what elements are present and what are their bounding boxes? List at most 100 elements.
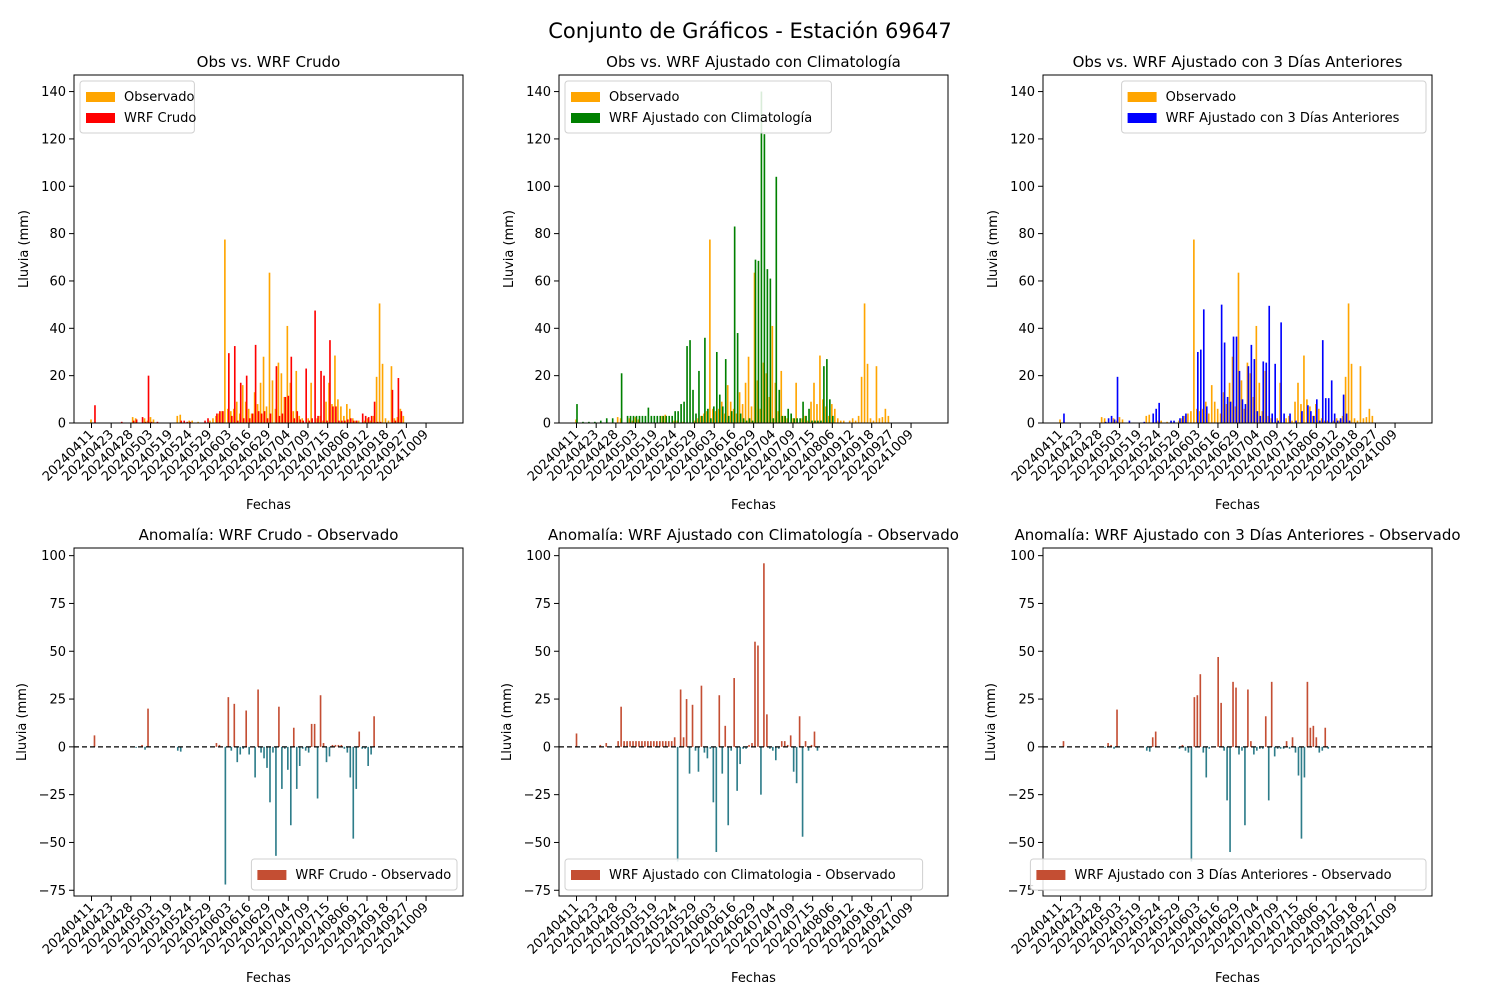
bar (1359, 366, 1362, 423)
bar (760, 91, 763, 424)
bar (349, 418, 352, 423)
bar (720, 401, 723, 423)
bar (394, 420, 397, 423)
bar (738, 392, 741, 423)
bar (810, 401, 812, 423)
bar (1107, 743, 1109, 747)
legend-box (250, 858, 458, 891)
bar (772, 418, 775, 423)
y-tick-label: 50 (1018, 645, 1035, 660)
bar (1223, 342, 1226, 423)
bar (346, 404, 348, 423)
bar (144, 421, 147, 423)
bar (665, 415, 668, 423)
bar (247, 408, 250, 423)
bar (361, 413, 364, 423)
bar (1353, 418, 1356, 423)
bar (265, 406, 268, 423)
bar (1332, 420, 1335, 423)
bar (628, 418, 631, 423)
bar (299, 419, 302, 423)
bar (727, 415, 730, 423)
bar (631, 420, 634, 423)
legend-label: WRF Ajustado con Climatologia - Observad… (609, 868, 896, 883)
bar (1100, 417, 1103, 423)
bar (135, 746, 137, 748)
bar (721, 746, 724, 774)
bar (1283, 413, 1285, 423)
legend-label: Observado (1166, 90, 1237, 105)
bar (741, 404, 744, 423)
bar (281, 746, 283, 789)
bar (1201, 408, 1204, 423)
bar (280, 373, 283, 423)
bar (667, 741, 670, 747)
bar (242, 418, 245, 423)
bar (795, 382, 797, 423)
bar (301, 746, 304, 749)
bar (769, 746, 771, 749)
bar (1303, 746, 1306, 778)
bar (887, 415, 890, 423)
bar (218, 744, 221, 747)
bar (1274, 363, 1276, 423)
bar (831, 404, 833, 423)
bar (819, 355, 821, 423)
bar (768, 396, 771, 423)
legend-label: WRF Ajustado con 3 Días Anteriores (1166, 111, 1400, 126)
bar (346, 746, 349, 753)
bar (1148, 746, 1151, 752)
bar (1259, 415, 1262, 423)
bar (721, 406, 724, 423)
bar (677, 411, 679, 423)
bar (772, 746, 774, 751)
bar (352, 746, 355, 839)
bar (335, 406, 337, 423)
bar (718, 695, 721, 747)
chart-panel-4: Anomalía: WRF Crudo - Observado −75 −50 −25… (15, 526, 464, 986)
bar (771, 325, 774, 423)
axes-frame (73, 547, 464, 897)
bar (343, 746, 346, 749)
bar (796, 418, 798, 423)
bar (238, 413, 241, 423)
series-2 (94, 310, 403, 423)
bar (781, 415, 784, 423)
bar (709, 239, 711, 423)
bar (1199, 674, 1202, 747)
chart-panel-3: Obs vs. WRF Ajustado con 3 Días Anterior… (986, 53, 1433, 513)
bar (379, 421, 382, 423)
bar (620, 373, 623, 423)
bar (701, 415, 703, 423)
bar (1222, 392, 1225, 423)
bar (575, 733, 578, 747)
legend-swatch (86, 113, 115, 123)
bar (1285, 418, 1287, 423)
y-tick-label: 120 (41, 132, 66, 147)
bar (1110, 415, 1113, 423)
y-axis-label: Lluvia (mm) (984, 683, 999, 761)
bar (820, 420, 822, 423)
bar (1288, 415, 1290, 423)
bar (355, 420, 358, 423)
bar (331, 744, 334, 747)
bar (736, 746, 738, 791)
legend-swatch (1036, 870, 1066, 880)
bar (1196, 695, 1199, 747)
bar (1226, 746, 1228, 801)
bar (1112, 418, 1115, 423)
y-tick-label: 0 (58, 417, 66, 432)
x-axis-label: Fechas (246, 498, 291, 513)
bar (402, 415, 405, 423)
legend-label: WRF Ajustado con Climatología (609, 111, 812, 126)
bar (635, 741, 637, 747)
bar (1256, 411, 1259, 423)
bar (397, 378, 400, 423)
bar (813, 382, 815, 423)
legend-swatch (571, 870, 600, 880)
bar (635, 415, 638, 423)
bar (277, 362, 280, 423)
bar (742, 418, 745, 423)
bar (1199, 411, 1201, 423)
bar (828, 415, 830, 423)
